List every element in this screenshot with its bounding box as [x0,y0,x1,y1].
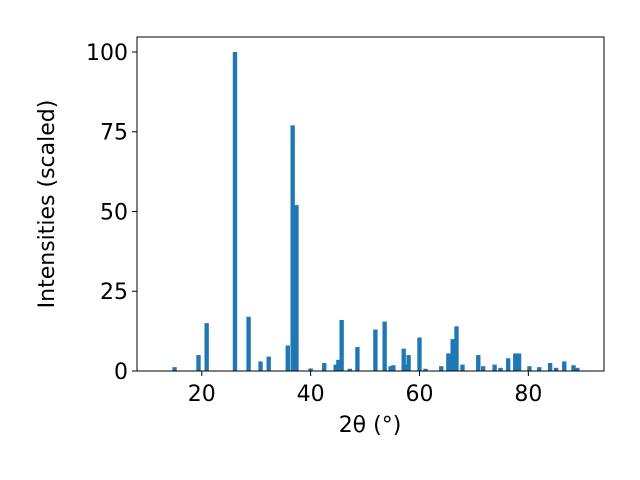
bar [575,367,580,371]
plot-frame [136,36,605,372]
bar [562,361,567,371]
x-tick-label: 60 [405,382,433,407]
bar [513,353,518,371]
bar [439,366,444,371]
bar [553,367,559,371]
bar [347,368,352,371]
bar [537,367,542,371]
bar [336,359,341,371]
bar [516,353,522,371]
y-tick-label: 0 [114,360,128,385]
bar [246,316,251,371]
bar [266,356,271,371]
bar [388,366,393,371]
bar [285,345,290,371]
bar [450,339,455,371]
x-tick-label: 40 [297,382,325,407]
bar [232,51,238,371]
x-tick-label: 80 [514,382,542,407]
bar [492,364,497,371]
x-tick-label: 20 [188,382,216,407]
bar [401,348,406,371]
bar [204,323,209,371]
bar [290,125,295,371]
y-tick-label: 100 [86,41,128,66]
bar [308,368,313,371]
bar [547,363,553,371]
bar [294,205,299,371]
bar [258,361,263,371]
bar [527,366,532,371]
bar [355,347,360,371]
bar [454,326,459,371]
y-axis-label: Intensities (scaled) [35,100,60,309]
bar [373,329,378,371]
bar [382,321,387,371]
y-tick-label: 25 [100,280,128,305]
bar [446,353,451,371]
y-tick-label: 75 [100,121,128,146]
bar [476,355,481,371]
bar [406,355,411,371]
bar [506,358,511,371]
bar [196,355,201,371]
bar [460,364,465,371]
bar [571,365,576,371]
y-tick-label: 50 [100,200,128,225]
bar [417,337,422,371]
bar [333,364,338,371]
bar [498,367,503,371]
bar [480,366,486,371]
bar [339,319,344,371]
x-axis-label: 2θ (°) [339,413,402,438]
bar [423,368,428,371]
bar [391,365,396,371]
bar [322,363,327,371]
bar [172,367,177,371]
